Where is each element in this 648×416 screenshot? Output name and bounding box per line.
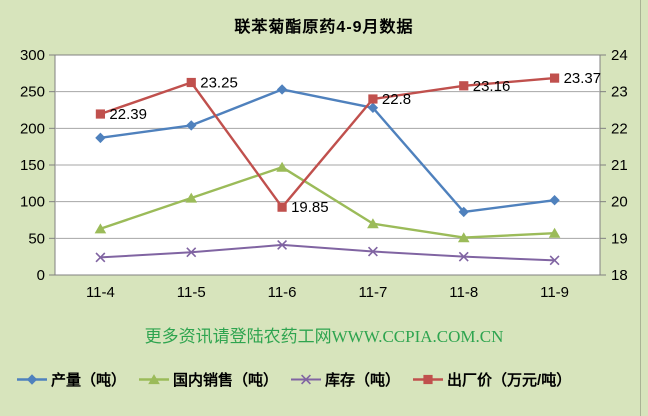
legend-item-price: 出厂价（万元/吨）	[413, 369, 571, 390]
marker-square-price-legend	[423, 374, 433, 385]
left-axis-tick-label: 150	[20, 157, 45, 174]
marker-triangle-domestic-sales	[276, 161, 288, 172]
legend-item-production: 产量（吨）	[17, 369, 126, 390]
chart-legend: 产量（吨） 国内销售（吨） 库存（吨） 出厂价（万元/吨）	[17, 369, 571, 390]
chart-title: 联苯菊酯原药4-9月数据	[234, 19, 414, 36]
marker-x-inventory	[186, 247, 197, 258]
data-label-price: 23.25	[200, 75, 238, 92]
legend-marker-production-icon	[17, 374, 47, 385]
series-line-price	[100, 76, 555, 209]
x-axis-tick-label: 11-4	[86, 284, 115, 301]
right-axis-tick-label: 24	[611, 47, 628, 64]
x-axis-tick-label: 11-8	[449, 284, 478, 301]
right-axis-tick-label: 23	[611, 84, 628, 101]
right-axis-tick-label: 22	[611, 120, 628, 137]
marker-triangle-domestic-sales	[367, 218, 379, 229]
left-axis-tick-label: 250	[20, 84, 45, 101]
marker-diamond-production	[458, 206, 469, 218]
marker-triangle-domestic-sales	[457, 232, 470, 243]
marker-diamond-production	[276, 84, 288, 95]
data-label-price: 19.85	[291, 199, 329, 216]
legend-marker-price-icon	[413, 374, 444, 385]
left-axis-tick-label: 200	[20, 120, 45, 137]
right-axis-tick-label: 20	[611, 194, 628, 211]
marker-triangle-domestic-sales-legend	[148, 374, 160, 385]
marker-x-inventory	[549, 255, 560, 266]
data-label-price: 22.8	[382, 91, 411, 108]
right-axis-tick-label: 21	[611, 157, 628, 174]
legend-item-domestic-sales: 国内销售（吨）	[139, 369, 278, 390]
legend-label-production: 产量（吨）	[51, 372, 127, 389]
marker-x-inventory	[95, 252, 106, 263]
marker-square-price	[95, 109, 106, 119]
marker-square-price	[368, 94, 378, 104]
data-label-price: 23.16	[473, 78, 511, 95]
marker-square-price	[459, 81, 469, 91]
marker-diamond-production	[367, 102, 379, 113]
legend-marker-inventory-icon	[291, 374, 322, 385]
marker-x-inventory	[458, 251, 469, 262]
legend-item-inventory: 库存（吨）	[291, 369, 400, 390]
legend-label-inventory: 库存（吨）	[325, 372, 401, 389]
left-axis-tick-label: 50	[28, 230, 45, 247]
right-axis-tick-label: 19	[611, 230, 628, 247]
marker-diamond-production	[549, 195, 560, 206]
series-line-production	[100, 88, 555, 214]
left-axis-tick-label: 0	[37, 267, 45, 284]
marker-triangle-domestic-sales	[185, 192, 198, 203]
chart-right-border	[640, 0, 641, 416]
marker-x-inventory-legend	[301, 374, 311, 385]
marker-diamond-production	[95, 132, 106, 144]
x-axis-tick-label: 11-6	[268, 284, 297, 301]
marker-square-price	[277, 202, 287, 212]
left-axis-tick-label: 300	[20, 47, 45, 64]
data-label-price: 22.39	[109, 106, 147, 123]
x-axis-tick-label: 11-5	[177, 284, 206, 301]
marker-x-inventory	[277, 239, 288, 250]
legend-marker-domestic-sales-icon	[139, 374, 170, 385]
series-line-domestic-sales	[100, 165, 555, 239]
marker-square-price	[549, 73, 560, 83]
series-line-inventory	[100, 243, 555, 262]
watermark-text: 更多资讯请登陆农药工网WWW.CCPIA.COM.CN	[144, 327, 504, 346]
marker-triangle-domestic-sales	[548, 227, 561, 238]
left-axis-tick-label: 100	[20, 194, 45, 211]
marker-square-price	[186, 77, 196, 88]
data-label-price: 23.37	[564, 70, 602, 87]
marker-triangle-domestic-sales	[94, 223, 107, 234]
x-axis-tick-label: 11-9	[540, 284, 569, 301]
legend-label-domestic-sales: 国内销售（吨）	[173, 372, 279, 389]
right-axis-tick-label: 18	[611, 267, 628, 284]
x-axis-tick-label: 11-7	[358, 284, 387, 301]
marker-diamond-production	[186, 120, 197, 131]
legend-label-price: 出厂价（万元/吨）	[447, 372, 572, 389]
marker-x-inventory	[367, 246, 378, 257]
marker-diamond-production-legend	[26, 374, 38, 385]
